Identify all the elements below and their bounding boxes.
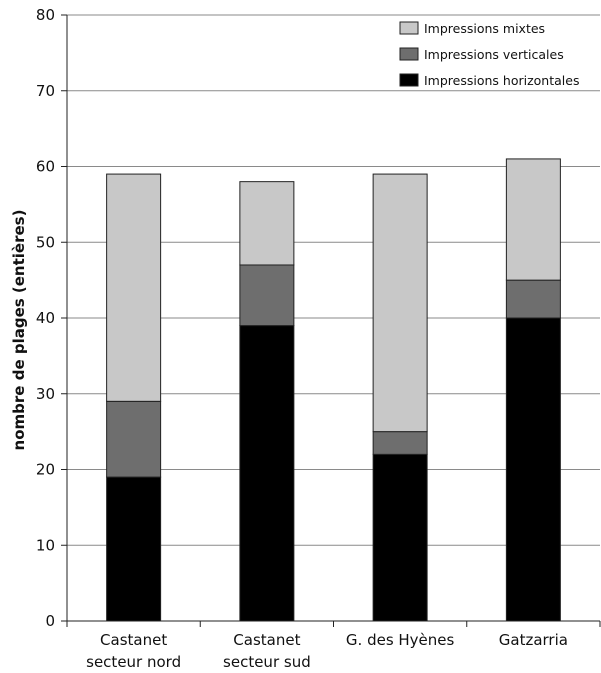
y-tick-label: 60	[36, 158, 55, 176]
bar-segment	[505, 279, 561, 319]
y-tick-label: 70	[36, 82, 55, 100]
legend-swatch	[399, 47, 419, 61]
y-axis-label: nombre de plages (entières)	[10, 210, 28, 451]
bar-segment	[106, 400, 162, 478]
y-tick-label: 10	[36, 536, 55, 554]
x-tick-label: Castanet secteur nord	[86, 631, 181, 671]
y-axis-ticks: 0 10 20 30 40 50 60 70 80	[36, 6, 67, 630]
y-tick-label: 30	[36, 385, 55, 403]
y-tick-label: 0	[45, 612, 55, 630]
x-tick-label: Gatzarria	[499, 631, 568, 649]
legend-label: Impressions mixtes	[424, 21, 545, 36]
x-tick-label: Castanet secteur sud	[223, 631, 311, 671]
axes	[66, 15, 601, 627]
legend-swatch	[399, 73, 419, 87]
bar-segment	[239, 264, 295, 327]
y-tick-label: 20	[36, 461, 55, 479]
bars	[106, 158, 561, 622]
bar-segment	[372, 431, 428, 455]
y-tick-label: 50	[36, 233, 55, 251]
bar-segment	[372, 173, 428, 433]
legend-label: Impressions horizontales	[424, 73, 579, 88]
y-tick-label: 40	[36, 309, 55, 327]
legend: Impressions mixtes Impressions verticales…	[399, 21, 579, 88]
x-axis-labels: Castanet secteur nord Castanet secteur sud G…	[86, 631, 568, 671]
bar-segment	[239, 325, 295, 622]
bar-segment	[106, 173, 162, 402]
legend-swatch	[399, 21, 419, 35]
bar-segment	[505, 158, 561, 281]
bar-segment	[239, 181, 295, 266]
bar-segment	[505, 317, 561, 622]
y-tick-label: 80	[36, 6, 55, 24]
bar-segment	[106, 476, 162, 622]
legend-label: Impressions verticales	[424, 47, 564, 62]
x-tick-label: G. des Hyènes	[346, 631, 455, 649]
bar-segment	[372, 453, 428, 622]
